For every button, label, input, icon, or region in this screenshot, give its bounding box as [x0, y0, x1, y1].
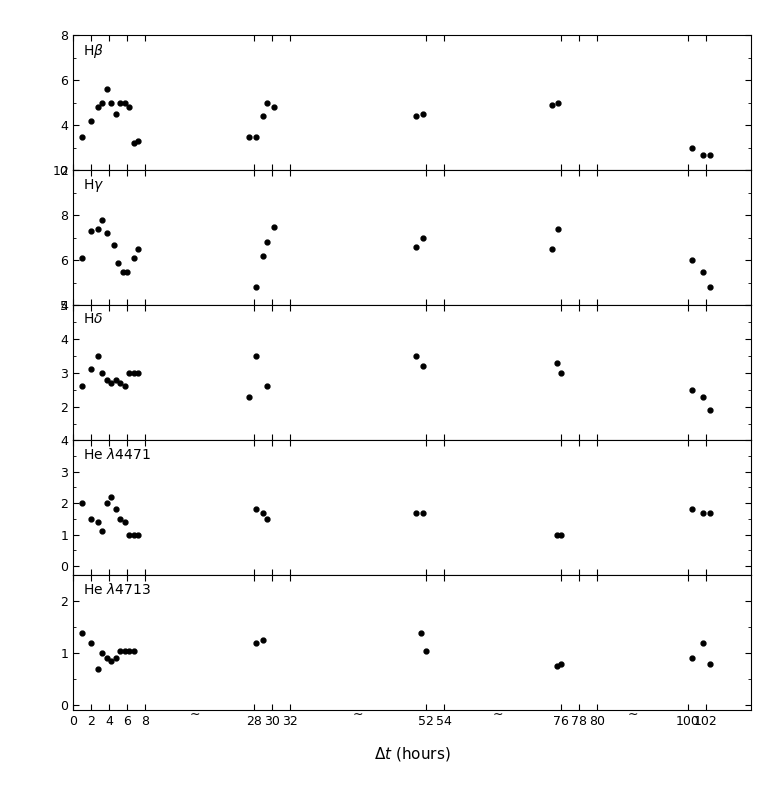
- Text: H$\beta$: H$\beta$: [83, 42, 104, 60]
- X-axis label: $\Delta t$ (hours): $\Delta t$ (hours): [373, 745, 450, 763]
- Text: H$\delta$: H$\delta$: [83, 312, 104, 326]
- Text: H$\gamma$: H$\gamma$: [83, 177, 105, 194]
- Text: ∼: ∼: [628, 707, 638, 721]
- Text: ∼: ∼: [493, 707, 503, 721]
- Text: He $\lambda$4713: He $\lambda$4713: [83, 582, 151, 597]
- Text: He $\lambda$4471: He $\lambda$4471: [83, 447, 151, 462]
- Text: ∼: ∼: [190, 707, 200, 721]
- Text: ∼: ∼: [353, 707, 363, 721]
